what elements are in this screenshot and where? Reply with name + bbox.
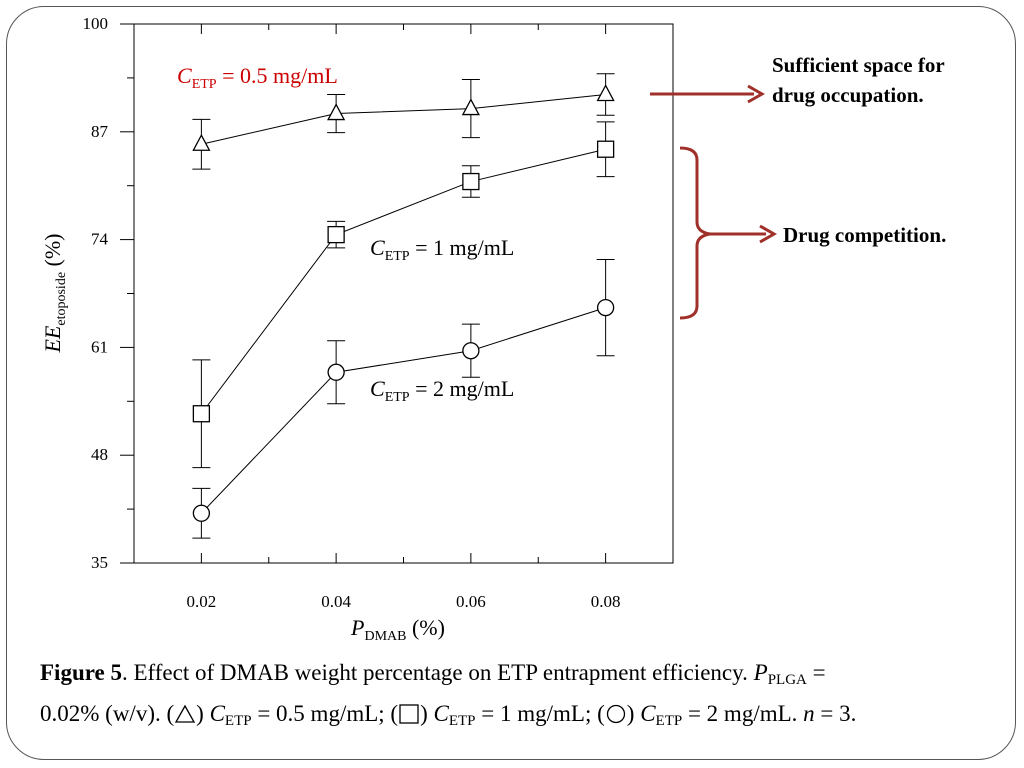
- point-circle: [192, 504, 211, 522]
- arrow-competition-head: [759, 224, 778, 244]
- y-axis-title: EEetoposide (%): [40, 233, 69, 353]
- series-line-circle: [201, 307, 606, 514]
- caption-text2: 0.02% (w/v). (: [40, 701, 175, 726]
- series-line-triangle: [201, 93, 606, 145]
- caption-sub3: ETP: [655, 713, 683, 729]
- caption-p-sub: PLGA: [767, 672, 807, 688]
- point-triangle: [327, 103, 346, 121]
- y-tick-label: 100: [83, 14, 109, 33]
- caption-sub1: ETP: [224, 713, 252, 729]
- figure-caption: Figure 5. Effect of DMAB weight percenta…: [40, 660, 857, 729]
- series-label-triangle: CETP = 0.5 mg/mL: [177, 63, 338, 92]
- caption-c1: C: [209, 701, 225, 726]
- triangle-icon: [175, 704, 196, 723]
- annotation-sufficient-line1: Sufficient space for: [772, 53, 945, 77]
- circle-icon: [606, 704, 625, 724]
- y-tick-label: 48: [91, 445, 108, 464]
- caption-c2: C: [433, 701, 449, 726]
- point-square: [327, 225, 345, 244]
- x-tick-label: 0.06: [456, 592, 486, 611]
- x-tick-label: 0.02: [187, 592, 217, 611]
- plot-area: [133, 23, 674, 564]
- caption-part1: = 0.5 mg/mL; (: [251, 701, 399, 726]
- point-square: [462, 172, 480, 191]
- caption-c3: C: [640, 701, 656, 726]
- y-tick-label: 74: [91, 230, 109, 249]
- point-square: [596, 140, 615, 158]
- square-icon: [399, 704, 419, 724]
- annotation-competition: Drug competition.: [783, 223, 946, 247]
- point-circle: [462, 342, 480, 360]
- caption-figure-label: Figure 5: [40, 660, 122, 685]
- caption-n: n: [803, 701, 815, 726]
- slide-frame: [6, 6, 1016, 760]
- point-triangle: [192, 133, 211, 151]
- caption-part3: = 2 mg/mL.: [682, 701, 804, 726]
- caption-sub2: ETP: [448, 713, 476, 729]
- caption-n-rest: = 3.: [814, 701, 857, 726]
- x-axis-title: PDMAB (%): [350, 615, 445, 644]
- caption-text1: . Effect of DMAB weight percentage on ET…: [121, 660, 754, 685]
- caption-part2: = 1 mg/mL; (: [475, 701, 605, 726]
- series-label-circle: CETP = 2 mg/mL: [370, 376, 514, 405]
- point-circle: [596, 298, 615, 317]
- caption-eq1: =: [806, 660, 826, 685]
- arrow-sufficient-head: [747, 84, 766, 104]
- point-triangle: [461, 98, 480, 116]
- x-tick-label: 0.04: [321, 592, 351, 611]
- annotation-sufficient-line2: drug occupation.: [772, 83, 924, 107]
- chart: 0.02 0.04 0.06 0.08 35 48 61 74 87 100 CETP = 0.5…: [40, 14, 946, 644]
- series-label-square: CETP = 1 mg/mL: [370, 235, 514, 264]
- caption-p: P: [753, 660, 768, 685]
- y-tick-label: 87: [91, 122, 109, 141]
- competition-bracket: [679, 146, 711, 320]
- point-triangle: [596, 84, 615, 102]
- y-tick-label: 61: [91, 337, 108, 356]
- point-square: [192, 405, 211, 423]
- y-tick-label: 35: [91, 553, 108, 572]
- point-circle: [327, 363, 345, 381]
- series-line-square: [200, 148, 606, 415]
- x-tick-label: 0.08: [591, 592, 621, 611]
